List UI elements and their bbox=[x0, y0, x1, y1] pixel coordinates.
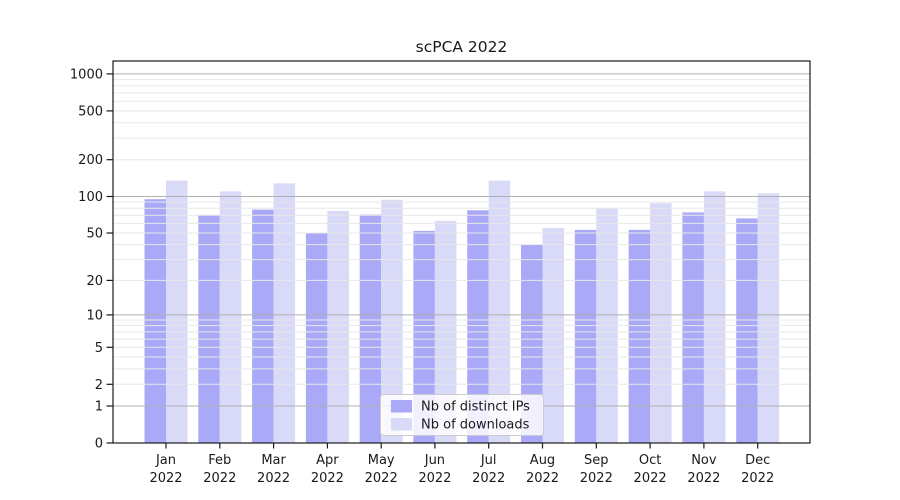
bar-distinct-ips-jun bbox=[413, 230, 435, 443]
x-axis-tick-label-year: 2022 bbox=[418, 471, 451, 486]
x-axis-tick-label-month: Aug bbox=[530, 453, 555, 468]
x-axis-tick-label-month: Dec bbox=[745, 453, 770, 468]
x-axis-tick-label-year: 2022 bbox=[365, 471, 398, 486]
x-axis-tick-label-month: Jun bbox=[424, 453, 445, 468]
bar-downloads-jul bbox=[488, 180, 511, 443]
y-axis-tick-label: 10 bbox=[86, 308, 103, 323]
bar-downloads-oct bbox=[650, 203, 672, 443]
x-axis-tick-label-month: Sep bbox=[584, 453, 609, 468]
plot-frame bbox=[112, 60, 811, 444]
bar-distinct-ips-jul bbox=[467, 210, 489, 443]
bar-distinct-ips-apr bbox=[305, 233, 328, 443]
x-axis-tick-label-year: 2022 bbox=[741, 471, 774, 486]
bar-downloads-apr bbox=[327, 211, 349, 443]
legend-swatch-downloads bbox=[391, 418, 412, 431]
bar-downloads-jan bbox=[166, 180, 188, 443]
grid-layer bbox=[113, 73, 810, 407]
x-axis-tick-label-year: 2022 bbox=[472, 471, 505, 486]
x-axis-tick-label-year: 2022 bbox=[203, 471, 236, 486]
x-axis-tick-label-month: Jul bbox=[480, 453, 497, 468]
bar-distinct-ips-sep bbox=[574, 229, 597, 443]
bar-distinct-ips-nov bbox=[682, 212, 704, 443]
bar-downloads-aug bbox=[542, 228, 564, 443]
bar-downloads-nov bbox=[703, 191, 726, 443]
x-axis-tick-label-month: Feb bbox=[208, 453, 231, 468]
bar-distinct-ips-oct bbox=[628, 229, 651, 443]
bar-distinct-ips-aug bbox=[521, 244, 543, 443]
x-axis-tick-label-year: 2022 bbox=[257, 471, 290, 486]
legend-swatch-distinct-ips bbox=[391, 400, 412, 413]
bar-downloads-may bbox=[381, 199, 403, 443]
x-axis-tick-label-year: 2022 bbox=[634, 471, 667, 486]
x-axis-tick-label-year: 2022 bbox=[526, 471, 559, 486]
y-axis-tick-label: 2 bbox=[95, 378, 103, 393]
y-axis-tick-label: 1 bbox=[95, 400, 103, 415]
x-axis-tick-label-month: May bbox=[368, 453, 395, 468]
bar-downloads-mar bbox=[273, 183, 296, 443]
bar-downloads-dec bbox=[757, 193, 780, 443]
legend-label-downloads: Nb of downloads bbox=[421, 418, 530, 433]
x-axis-tick-label-year: 2022 bbox=[687, 471, 720, 486]
x-axis-tick-label-month: Oct bbox=[639, 453, 661, 468]
x-axis-tick-label-year: 2022 bbox=[149, 471, 182, 486]
bar-distinct-ips-may bbox=[359, 214, 382, 443]
y-axis-tick-label: 0 bbox=[95, 437, 103, 452]
legend-label-distinct-ips: Nb of distinct IPs bbox=[421, 400, 530, 415]
x-axis-tick-label-month: Nov bbox=[691, 453, 717, 468]
y-axis-tick-label: 50 bbox=[86, 227, 103, 242]
x-axis-tick-label-year: 2022 bbox=[580, 471, 613, 486]
bar-distinct-ips-jan bbox=[144, 199, 166, 443]
bars-layer bbox=[144, 180, 780, 443]
x-axis-tick-label-year: 2022 bbox=[311, 471, 344, 486]
axes-layer: 0 1 2 5 10 20 50 100 200 500 1000 Jan 2022 Feb 2022 Mar… bbox=[70, 67, 774, 486]
y-axis-tick-label: 1000 bbox=[70, 67, 103, 82]
x-axis-tick-label-month: Apr bbox=[316, 453, 339, 468]
y-axis-tick-label: 500 bbox=[78, 104, 103, 119]
bar-distinct-ips-dec bbox=[736, 218, 758, 443]
bar-downloads-feb bbox=[219, 191, 242, 443]
legend-box bbox=[380, 394, 544, 436]
y-axis-tick-label: 20 bbox=[86, 274, 103, 289]
chart-title: scPCA 2022 bbox=[416, 38, 508, 56]
x-axis-tick-label-month: Jan bbox=[155, 453, 176, 468]
y-axis-tick-label: 5 bbox=[95, 341, 103, 356]
bar-distinct-ips-feb bbox=[198, 215, 220, 443]
y-axis-tick-label: 100 bbox=[78, 190, 103, 205]
legend: Nb of distinct IPs Nb of downloads bbox=[380, 394, 544, 436]
y-axis-tick-label: 200 bbox=[78, 153, 103, 168]
x-axis-tick-label-month: Mar bbox=[261, 453, 286, 468]
